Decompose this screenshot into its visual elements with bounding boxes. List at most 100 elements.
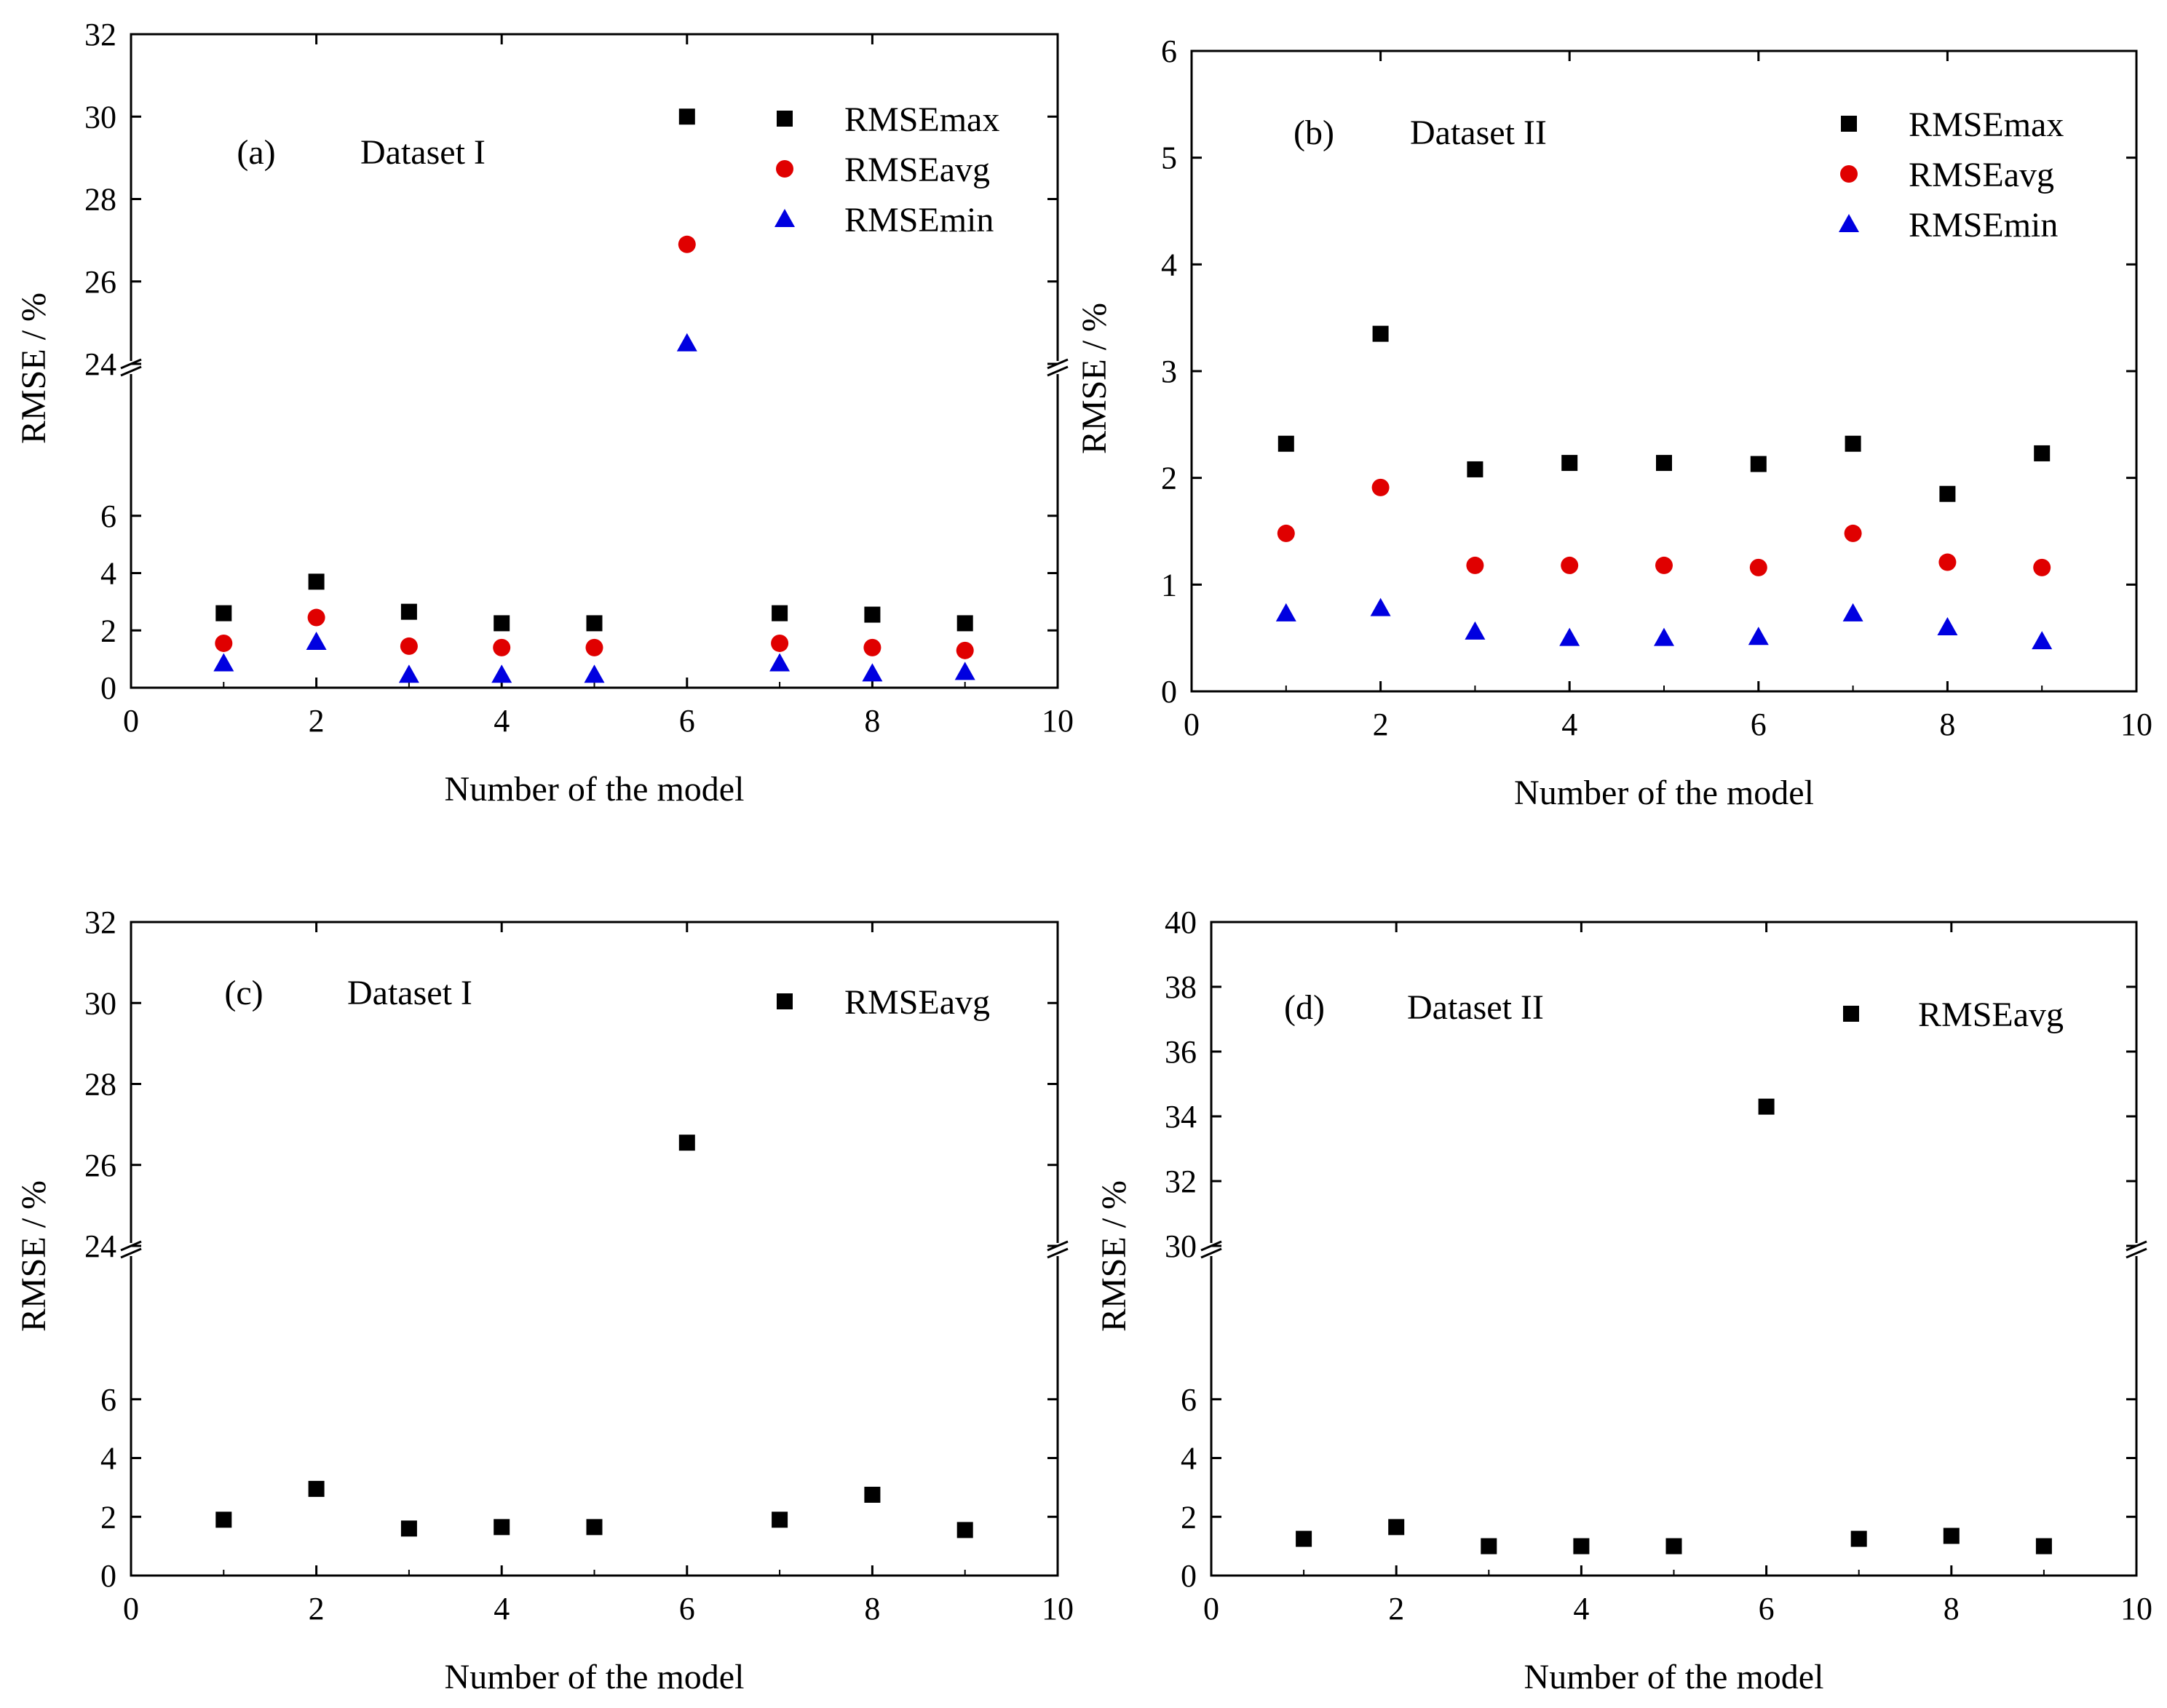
- x-tick-label: 10: [2120, 707, 2152, 742]
- y-tick-label: 38: [1165, 969, 1197, 1005]
- data-point-rmseavg: [863, 638, 882, 656]
- data-point-rmseavg: [307, 608, 325, 627]
- legend-marker-rmsemin: [775, 209, 795, 227]
- data-point-rmsemax: [678, 108, 695, 125]
- data-point-rmsemin: [584, 664, 605, 683]
- panel-d: 0 2 4 6 8 10 0 2 4 6 30 32 34 36 38 40 Number of the mod…: [1095, 905, 2152, 1696]
- y-tick-label: 0: [1181, 1558, 1197, 1594]
- x-tick-label: 2: [1373, 707, 1389, 742]
- legend-marker-rmseavg: [776, 160, 793, 178]
- data-point-rmsemax: [586, 615, 603, 632]
- y-tick-label: 3: [1161, 354, 1177, 389]
- x-tick-label: 0: [1203, 1591, 1219, 1626]
- x-tick-label: 8: [1939, 707, 1955, 742]
- y-tick-label: 6: [100, 499, 116, 534]
- y-tick-label: 32: [84, 905, 116, 940]
- data-point-rmseavg: [1296, 1530, 1312, 1547]
- data-point-rmseavg: [1561, 556, 1579, 574]
- legend-label-rmsemax: RMSEmax: [844, 100, 999, 139]
- data-point-rmsemax: [1939, 485, 1956, 502]
- y-tick-label: 30: [84, 99, 116, 135]
- data-point-rmsemax: [1750, 456, 1767, 472]
- y-tick-label: 32: [84, 17, 116, 52]
- data-point-rmseavg: [678, 1135, 695, 1151]
- y-tick-label: 2: [1181, 1499, 1197, 1535]
- legend-label-rmseavg: RMSEavg: [844, 983, 990, 1022]
- data-point-rmsemin: [1748, 627, 1769, 646]
- legend-label-rmseavg: RMSEavg: [1918, 996, 2064, 1034]
- data-point-rmseavg: [1758, 1098, 1775, 1115]
- y-tick-label: 0: [100, 670, 116, 706]
- data-point-rmseavg: [1943, 1528, 1960, 1544]
- data-point-rmseavg: [1481, 1538, 1497, 1554]
- y-tick-label: 1: [1161, 567, 1177, 603]
- data-point-rmseavg: [1938, 553, 1957, 571]
- data-point-rmseavg: [494, 1519, 510, 1536]
- data-point-rmsemin: [213, 653, 234, 672]
- data-point-rmsemax: [1372, 325, 1389, 342]
- y-tick-label: 4: [100, 1441, 116, 1477]
- axis-break-mark: [2126, 1247, 2147, 1259]
- data-point-rmseavg: [1466, 556, 1484, 574]
- y-tick-label: 0: [100, 1558, 116, 1594]
- legend-marker-rmsemax: [777, 111, 793, 127]
- data-point-rmsemax: [1467, 461, 1483, 477]
- x-tick-label: 6: [679, 1591, 695, 1626]
- x-tick-label: 0: [123, 703, 139, 739]
- x-tick-label: 4: [494, 703, 510, 739]
- data-point-rmsemax: [494, 615, 510, 632]
- data-point-rmseavg: [1749, 558, 1767, 576]
- data-point-rmsemin: [1654, 627, 1674, 646]
- data-point-rmseavg: [1844, 524, 1862, 542]
- x-tick-label: 8: [1944, 1591, 1960, 1626]
- y-tick-label: 4: [1161, 247, 1177, 282]
- y-tick-label: 24: [84, 346, 116, 382]
- y-tick-label: 4: [100, 556, 116, 592]
- data-point-rmseavg: [771, 634, 789, 652]
- y-axis-title: RMSE / %: [1095, 1180, 1133, 1332]
- x-tick-label: 10: [2120, 1591, 2152, 1626]
- data-point-rmsemax: [956, 615, 973, 632]
- legend-marker-rmsemin: [1839, 214, 1859, 232]
- data-point-rmsemin: [1842, 603, 1863, 621]
- y-tick-label: 30: [84, 985, 116, 1021]
- data-point-rmseavg: [1655, 556, 1673, 574]
- legend-marker-rmsemax: [1841, 116, 1857, 132]
- panel-label: (c): [224, 974, 263, 1012]
- data-point-rmsemax: [215, 605, 232, 621]
- panel-label: (d): [1284, 988, 1325, 1027]
- legend-label-rmseavg: RMSEavg: [844, 151, 990, 189]
- data-point-rmsemin: [1559, 627, 1580, 646]
- y-tick-label: 6: [100, 1382, 116, 1418]
- data-point-rmseavg: [585, 638, 603, 656]
- panel-b: 0 2 4 6 8 10 0 1 2 3 4 5 6 Number of the model RMSE / …: [1075, 33, 2152, 812]
- x-tick-label: 2: [1388, 1591, 1404, 1626]
- x-tick-label: 2: [309, 1591, 325, 1626]
- y-tick-label: 26: [84, 1148, 116, 1183]
- y-tick-label: 40: [1165, 905, 1197, 940]
- y-tick-label: 4: [1181, 1441, 1197, 1477]
- axis-break-mark: [120, 365, 142, 377]
- x-axis-title: Number of the model: [1524, 1658, 1824, 1696]
- x-tick-label: 10: [1042, 703, 1074, 739]
- x-tick-label: 0: [1184, 707, 1200, 742]
- data-point-rmsemin: [676, 333, 697, 351]
- data-point-rmseavg: [678, 235, 696, 253]
- axis-break-mark: [1200, 1247, 1222, 1259]
- legend-marker-rmseavg: [777, 993, 793, 1009]
- y-tick-label: 30: [1165, 1228, 1197, 1264]
- x-tick-label: 10: [1042, 1591, 1074, 1626]
- data-point-rmseavg: [864, 1486, 881, 1503]
- legend-marker-rmseavg: [1843, 1006, 1859, 1022]
- panel-label: (a): [237, 133, 275, 172]
- x-tick-label: 0: [123, 1591, 139, 1626]
- panel-title: Dataset I: [347, 974, 472, 1012]
- data-point-rmsemax: [1561, 455, 1578, 472]
- data-point-rmseavg: [215, 1512, 232, 1528]
- x-tick-label: 6: [679, 703, 695, 739]
- data-point-rmsemax: [1656, 455, 1672, 472]
- data-point-rmsemax: [400, 603, 417, 620]
- data-point-rmseavg: [1850, 1530, 1867, 1547]
- panel-title: Dataset II: [1407, 988, 1544, 1027]
